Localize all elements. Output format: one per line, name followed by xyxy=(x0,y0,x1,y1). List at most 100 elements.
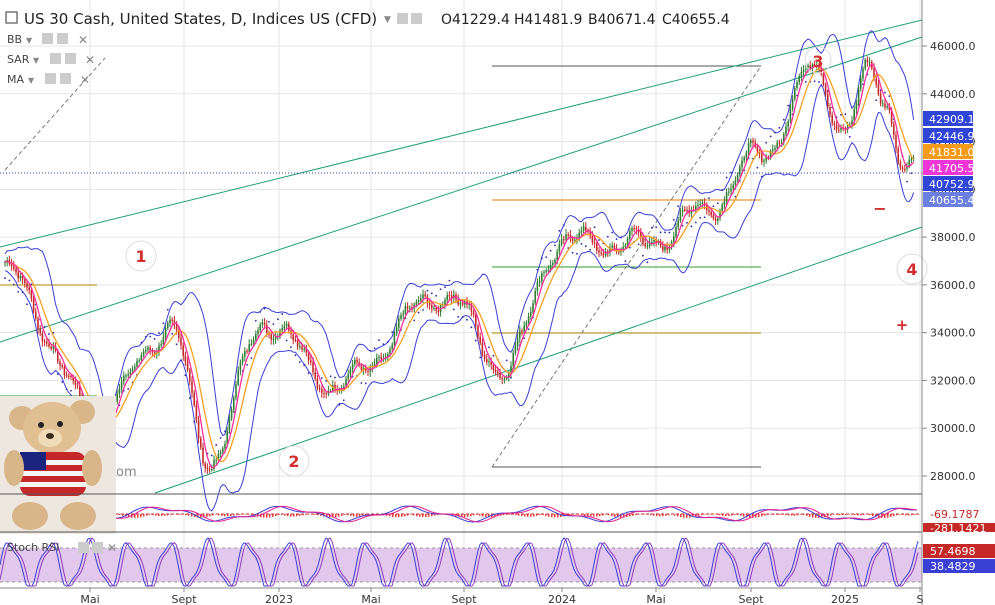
symbol-square-icon[interactable] xyxy=(5,11,18,24)
channel-upper-line[interactable] xyxy=(0,19,923,248)
bb-eye-icon[interactable] xyxy=(57,33,68,44)
sar-dot xyxy=(765,141,768,144)
sar-eye-icon[interactable] xyxy=(65,53,76,64)
candle-body xyxy=(675,227,677,237)
title-dropdown-icon[interactable]: ▼ xyxy=(384,15,391,25)
sar-dropdown-icon[interactable]: ▼ xyxy=(33,56,40,65)
sar-dot xyxy=(580,243,583,245)
sar-dot xyxy=(4,277,6,279)
macd-histogram-bar xyxy=(134,514,136,518)
candle-body xyxy=(43,341,46,343)
candle-body xyxy=(46,341,48,344)
candle-body xyxy=(281,328,283,331)
indicator-bb-label[interactable]: BB xyxy=(7,33,22,46)
macd-value-1: -69.1787 xyxy=(930,508,979,521)
ma-dropdown-icon[interactable]: ▼ xyxy=(28,76,35,85)
macd-histogram-bar xyxy=(698,514,700,516)
channel-lower-line[interactable] xyxy=(154,226,923,494)
ma-eye-icon[interactable] xyxy=(60,73,71,84)
macd-histogram-bar xyxy=(674,514,676,516)
candle-body xyxy=(831,114,833,124)
candle-body xyxy=(406,306,409,309)
chart-title[interactable]: US 30 Cash, United States, D, Indices US… xyxy=(24,10,377,28)
sar-dot xyxy=(778,126,781,129)
candle-body xyxy=(860,78,862,89)
indicator-ma-label[interactable]: MA xyxy=(7,73,24,86)
wave-2-circle[interactable] xyxy=(278,445,310,477)
wave-4-circle[interactable] xyxy=(896,253,928,285)
channel-middle-line[interactable] xyxy=(0,36,923,343)
candle-body xyxy=(393,333,396,345)
macd-histogram-bar xyxy=(431,514,433,517)
sar-settings-icon[interactable] xyxy=(50,53,61,64)
sar-dot xyxy=(628,246,631,249)
sar-close-icon[interactable]: ✕ xyxy=(85,53,95,67)
candle-body xyxy=(367,370,369,372)
macd-histogram-bar xyxy=(461,514,463,518)
wave-1-circle[interactable] xyxy=(125,240,157,272)
bb-settings-icon[interactable] xyxy=(42,33,53,44)
x-tick-label: 2025 xyxy=(831,593,859,605)
fib-trend-dashed[interactable] xyxy=(491,65,762,468)
candle-body xyxy=(631,228,633,232)
macd-histogram-bar xyxy=(263,514,265,518)
fibonacci-levels[interactable] xyxy=(0,57,762,468)
candle-body xyxy=(310,360,312,363)
candle-body xyxy=(470,303,473,312)
candle-body xyxy=(868,61,871,63)
candle-body xyxy=(893,124,895,135)
macd-histogram-bar xyxy=(602,514,604,516)
macd-histogram-bar xyxy=(278,514,280,516)
candle-body xyxy=(772,149,774,151)
sar-dot xyxy=(320,377,323,379)
macd-histogram-bar xyxy=(167,514,169,516)
trend-channel[interactable] xyxy=(0,19,923,494)
candle-body xyxy=(897,148,899,163)
macd-histogram-bar xyxy=(902,514,904,516)
indicator-sar-label[interactable]: SAR xyxy=(7,53,30,66)
macd-histogram-bar xyxy=(719,514,721,516)
candle-body xyxy=(728,191,730,193)
stoch-controls[interactable]: ✕ xyxy=(78,541,117,555)
elliott-wave-labels[interactable]: 1 2 3 4 − + xyxy=(125,46,928,477)
sar-dot xyxy=(769,135,772,138)
macd-histogram-bar xyxy=(791,514,793,516)
candle-body xyxy=(796,82,798,89)
indicator-legend[interactable]: BB ▼ ✕ SAR ▼ ✕ MA ▼ ✕ xyxy=(7,33,95,87)
candle-body xyxy=(681,209,684,212)
time-axis[interactable]: Mai Sept 2023 Mai Sept 2024 Mai Sept 2025 S xyxy=(80,588,924,605)
candle-body xyxy=(404,306,407,314)
title-eye-icon[interactable] xyxy=(411,13,422,24)
candle-body xyxy=(145,350,147,352)
sar-dot xyxy=(598,239,600,241)
candle-body xyxy=(314,372,316,379)
candle-body xyxy=(52,346,55,349)
wave-3-circle[interactable] xyxy=(804,46,832,74)
candle-body xyxy=(703,202,706,205)
candle-body xyxy=(879,94,882,104)
macd-histogram-bar xyxy=(353,514,355,517)
sar-dot xyxy=(391,331,394,333)
stoch-rsi-panel[interactable]: Stoch RSI ✕ xyxy=(0,537,922,587)
ma-settings-icon[interactable] xyxy=(45,73,56,84)
ma-close-icon[interactable]: ✕ xyxy=(80,73,90,87)
sar-dot xyxy=(417,311,420,314)
macd-panel[interactable] xyxy=(115,505,920,523)
candle-body xyxy=(345,378,347,387)
candle-body xyxy=(501,378,503,380)
title-settings-icon[interactable] xyxy=(397,13,408,24)
macd-histogram-bar xyxy=(128,514,130,518)
candle-body xyxy=(723,201,726,205)
bb-dropdown-icon[interactable]: ▼ xyxy=(26,36,33,45)
stoch-close-icon[interactable]: ✕ xyxy=(107,541,117,555)
candle-body xyxy=(545,270,547,273)
candle-body xyxy=(904,168,906,170)
bb-close-icon[interactable]: ✕ xyxy=(78,33,88,47)
candle-body xyxy=(32,298,35,312)
macd-histogram-bar xyxy=(173,514,175,515)
candle-body xyxy=(512,352,514,366)
macd-histogram-bar xyxy=(731,514,733,516)
sar-dot xyxy=(285,339,288,342)
sar-dot xyxy=(30,283,33,286)
